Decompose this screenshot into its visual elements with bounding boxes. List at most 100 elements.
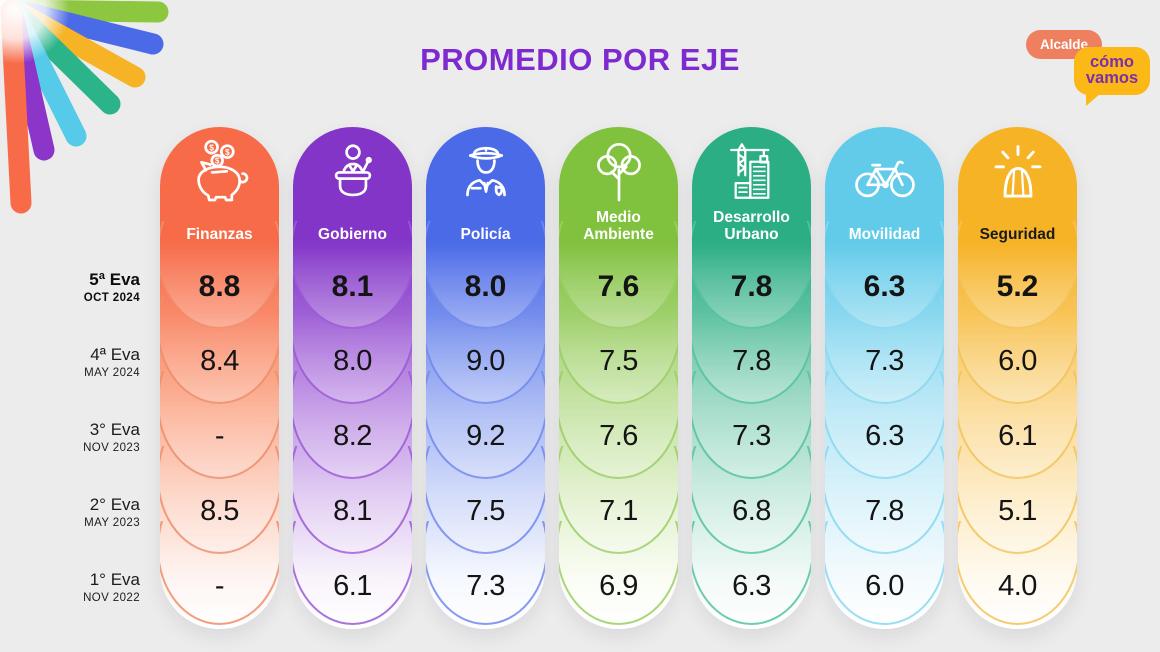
value-cell: - [160,399,279,474]
value-cell: - [160,549,279,624]
axis-column-gobierno: Gobierno 8.1 8.0 8.2 8.1 6.1 [293,127,412,629]
row-label: 3° Eva NOV 2023 [28,399,140,474]
bicycle-icon [849,137,921,209]
value-cell: 8.2 [293,399,412,474]
value-cell: 7.5 [426,474,545,549]
value-text: 8.2 [333,420,372,452]
value-text: 4.0 [998,570,1037,602]
axis-values: 8.8 8.4 - 8.5 - [160,249,279,624]
value-text: 8.8 [198,269,241,303]
value-cell: 7.6 [559,249,678,324]
value-cell: 8.8 [160,249,279,324]
value-text: 9.0 [466,345,505,377]
axis-column-header: Finanzas [160,127,279,249]
piggy-bank-icon [184,137,256,209]
tree-icon [583,137,655,209]
crane-building-icon [716,137,788,209]
axis-values: 7.8 7.8 7.3 6.8 6.3 [692,249,811,624]
value-text: 6.0 [998,345,1037,377]
value-cell: 6.3 [825,399,944,474]
axis-column-header: Movilidad [825,127,944,249]
axis-label: Finanzas [186,226,253,243]
value-text: 8.5 [200,495,239,527]
axis-column-header: Gobierno [293,127,412,249]
alcalde-comovamos-logo: Alcalde cómo vamos [1022,28,1156,106]
value-text: 7.8 [865,495,904,527]
row-label-period: MAY 2024 [84,366,140,379]
value-cell: 6.8 [692,474,811,549]
value-text: 7.5 [466,495,505,527]
page-title: PROMEDIO POR EJE [420,42,740,77]
alcalde-label: Alcalde [1040,37,1089,52]
value-cell: 7.3 [426,549,545,624]
rays-logo [0,0,169,214]
row-label: 2° Eva MAY 2023 [28,474,140,549]
axis-label: Gobierno [318,226,387,243]
value-cell: 8.1 [293,474,412,549]
value-cell: 8.5 [160,474,279,549]
value-text: 8.1 [331,269,374,303]
podium-person-icon [317,137,389,209]
axis-values: 5.2 6.0 6.1 5.1 4.0 [958,249,1077,624]
axis-column-header: Policía [426,127,545,249]
axis-label: Seguridad [979,226,1056,243]
comovamos-bubble-tail [1086,93,1101,106]
value-text: 6.9 [599,570,638,602]
axis-column-header: Medio Ambiente [559,127,678,249]
axis-column-movilidad: Movilidad 6.3 7.3 6.3 7.8 6.0 [825,127,944,629]
value-cell: 6.0 [825,549,944,624]
comovamos-line2: vamos [1085,69,1139,87]
value-text: 6.3 [863,269,906,303]
value-text: 7.3 [732,420,771,452]
value-cell: 7.8 [692,249,811,324]
row-label: 4ª Eva MAY 2024 [28,324,140,399]
rays-glow [0,0,70,64]
axis-column-seguridad: Seguridad 5.2 6.0 6.1 5.1 4.0 [958,127,1077,629]
axis-column-desarrollo-urbano: Desarrollo Urbano 7.8 7.8 7.3 6.8 6.3 [692,127,811,629]
siren-icon [982,137,1054,209]
value-cell: 5.1 [958,474,1077,549]
axis-label: Desarrollo Urbano [713,209,790,243]
value-cell: 8.0 [293,324,412,399]
row-label-name: 3° Eva [89,419,140,439]
axis-column-header: Seguridad [958,127,1077,249]
row-label: 1° Eva NOV 2022 [28,549,140,624]
row-label-period: OCT 2024 [83,291,140,304]
value-text: 6.0 [865,570,904,602]
comovamos-bubble: cómo vamos [1074,47,1150,106]
value-cell: 6.1 [293,549,412,624]
value-cell: 6.0 [958,324,1077,399]
value-cell: 6.9 [559,549,678,624]
axis-values: 8.1 8.0 8.2 8.1 6.1 [293,249,412,624]
value-text: 7.5 [599,345,638,377]
axis-values: 7.6 7.5 7.6 7.1 6.9 [559,249,678,624]
row-label-period: NOV 2023 [83,441,140,454]
value-text: 5.1 [998,495,1037,527]
value-cell: 6.3 [825,249,944,324]
value-text: 7.8 [730,269,773,303]
value-text: 6.8 [732,495,771,527]
row-label-name: 4ª Eva [90,344,140,364]
value-cell: 8.0 [426,249,545,324]
value-text: 8.0 [333,345,372,377]
value-cell: 6.1 [958,399,1077,474]
row-labels: 5ª Eva OCT 2024 4ª Eva MAY 2024 3° Eva N… [28,249,140,624]
value-text: 6.3 [865,420,904,452]
police-officer-icon [450,137,522,209]
value-cell: 7.8 [825,474,944,549]
value-text: - [214,570,225,602]
row-label-name: 1° Eva [89,569,140,589]
value-text: 6.3 [732,570,771,602]
value-cell: 5.2 [958,249,1077,324]
row-label-period: MAY 2023 [84,516,140,529]
axis-column-policia: Policía 8.0 9.0 9.2 7.5 7.3 [426,127,545,629]
row-label-name: 2° Eva [89,494,140,514]
value-cell: 6.3 [692,549,811,624]
axis-values: 6.3 7.3 6.3 7.8 6.0 [825,249,944,624]
value-text: 7.8 [732,345,771,377]
axis-values: 8.0 9.0 9.2 7.5 7.3 [426,249,545,624]
axis-columns: Finanzas 8.8 8.4-8.5- Gobierno 8.1 8.0 8.2 8… [160,127,1077,629]
value-cell: 8.1 [293,249,412,324]
value-cell: 9.2 [426,399,545,474]
